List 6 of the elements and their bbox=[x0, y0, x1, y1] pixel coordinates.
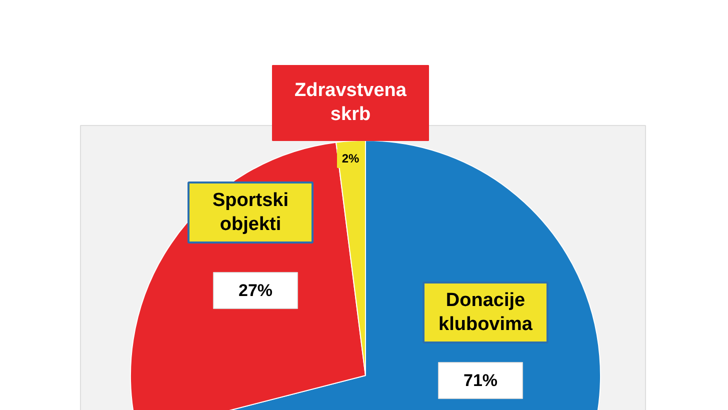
data-label: 27% bbox=[238, 281, 273, 300]
slice-label: Zdravstvena skrb bbox=[294, 80, 407, 125]
data-label: 2% bbox=[342, 152, 360, 166]
slice-label: Donacije klubovima bbox=[438, 290, 533, 335]
data-label: 71% bbox=[463, 371, 498, 390]
slice-label: Sportski objekti bbox=[212, 190, 289, 235]
